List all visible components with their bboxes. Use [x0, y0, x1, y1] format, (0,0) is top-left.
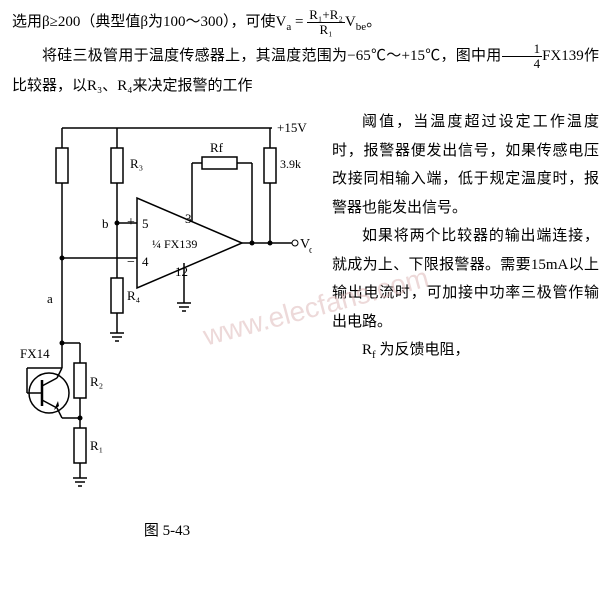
resistor-r2 — [74, 363, 86, 398]
paragraph-2: 将硅三极管用于温度传感器上，其温度范围为−65℃～+15℃，图中用14FX139… — [12, 42, 599, 100]
text: = — [291, 14, 307, 30]
resistor-r4 — [111, 278, 123, 313]
resistor-3k9 — [264, 148, 276, 183]
numerator: 1 — [502, 42, 543, 57]
resistor — [56, 148, 68, 183]
node-a: a — [47, 291, 53, 306]
circuit-diagram: +15V R₃ Rf 3.9k 5 4 — [12, 108, 312, 498]
text: R — [362, 342, 372, 358]
rf-label: Rf — [210, 140, 224, 155]
text: V — [345, 14, 356, 30]
right-text-column: 阈值，当温度超过设定工作温度时，报警器便发出信号，如果传感电压改接同相输入端，低… — [332, 108, 599, 366]
r-pullup-label: 3.9k — [280, 157, 301, 171]
node-b: b — [102, 216, 109, 231]
opamp-label: ¼ FX139 — [152, 237, 197, 251]
content-wrap: +15V R₃ Rf 3.9k 5 4 — [12, 108, 599, 545]
fx14-label: FX14 — [20, 346, 50, 361]
r3-label: R₃ — [130, 156, 143, 171]
paragraph-1: 选用β≥200（典型值β为100～300），可使Va = R₁+R₂R₁Vbe。 — [12, 8, 599, 38]
fraction: 14 — [502, 42, 543, 72]
text: 为反馈电阻， — [376, 342, 470, 358]
fraction: R₁+R₂R₁ — [307, 8, 345, 38]
subscript: be — [356, 21, 366, 33]
resistor-rf — [202, 157, 237, 169]
pin3: 3 — [185, 211, 192, 226]
r2-label: R₂ — [90, 374, 103, 389]
denominator: 4 — [502, 57, 543, 71]
node — [268, 241, 273, 246]
vout-sub: o — [309, 245, 312, 256]
supply-voltage-label: +15V — [277, 120, 307, 135]
pin4: 4 — [142, 254, 149, 269]
figure-caption: 图 5-43 — [12, 517, 322, 546]
circuit-column: +15V R₃ Rf 3.9k 5 4 — [12, 108, 322, 545]
r1-label: R₁ — [90, 438, 103, 453]
text: 将硅三极管用于温度传感器上，其温度范围为−65℃～+15℃，图中用 — [42, 48, 502, 64]
denominator: R₁ — [307, 23, 345, 37]
numerator: R₁+R₂ — [307, 8, 345, 23]
r4-label: R₄ — [127, 288, 141, 303]
paragraph-3: 阈值，当温度超过设定工作温度时，报警器便发出信号，如果传感电压改接同相输入端，低… — [332, 108, 599, 222]
node — [60, 341, 65, 346]
text: 选用β≥200（典型值β为100～300），可使V — [12, 14, 286, 30]
node — [250, 241, 255, 246]
text: 。 — [366, 14, 381, 30]
resistor-r3 — [111, 148, 123, 183]
paragraph-4: 如果将两个比较器的输出端连接，就成为上、下限报警器。需要15mA以上输出电流时，… — [332, 222, 599, 336]
pin12: 12 — [175, 264, 188, 279]
terminal — [292, 240, 298, 246]
resistor-r1 — [74, 428, 86, 463]
pin5: 5 — [142, 216, 149, 231]
paragraph-5: Rf 为反馈电阻， — [332, 336, 599, 366]
